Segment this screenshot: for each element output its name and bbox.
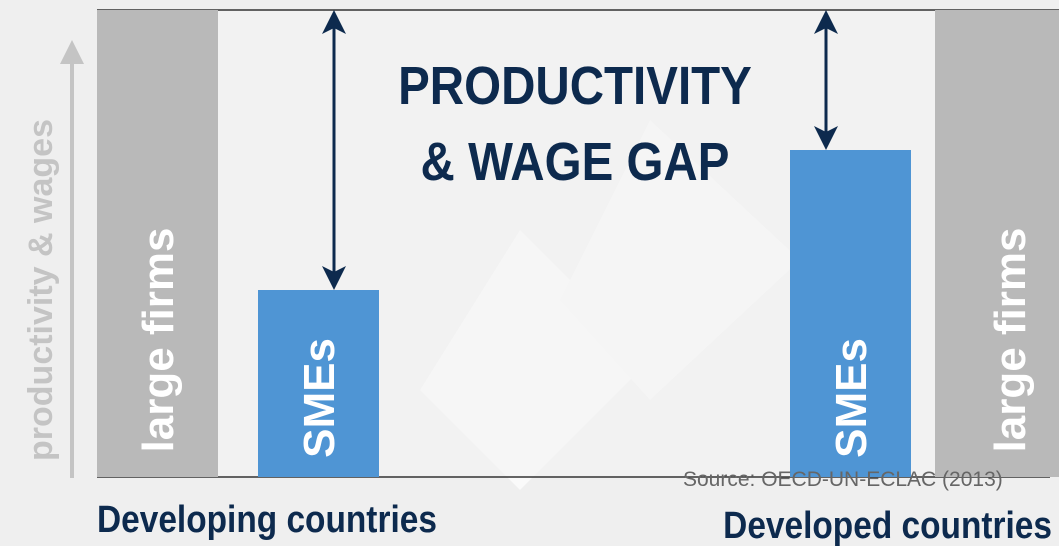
large-firms-bar	[935, 10, 1059, 477]
group-label: Developed countries	[723, 504, 1052, 546]
title: & WAGE GAP	[421, 131, 730, 192]
smes-bar	[258, 290, 379, 477]
large-firms-bar	[97, 10, 218, 477]
source: Source: OECD-UN-ECLAC (2013)	[683, 468, 1003, 491]
bar-label: large firms	[986, 228, 1035, 453]
title: PRODUCTIVITY	[398, 55, 752, 116]
bar-label: SMEs	[295, 338, 344, 458]
y-axis-label: productivity & wages	[22, 119, 60, 461]
smes-bar	[790, 150, 911, 477]
bar-label: SMEs	[827, 338, 876, 458]
group-label: Developing countries	[97, 498, 437, 540]
bar-label: large firms	[134, 228, 183, 453]
